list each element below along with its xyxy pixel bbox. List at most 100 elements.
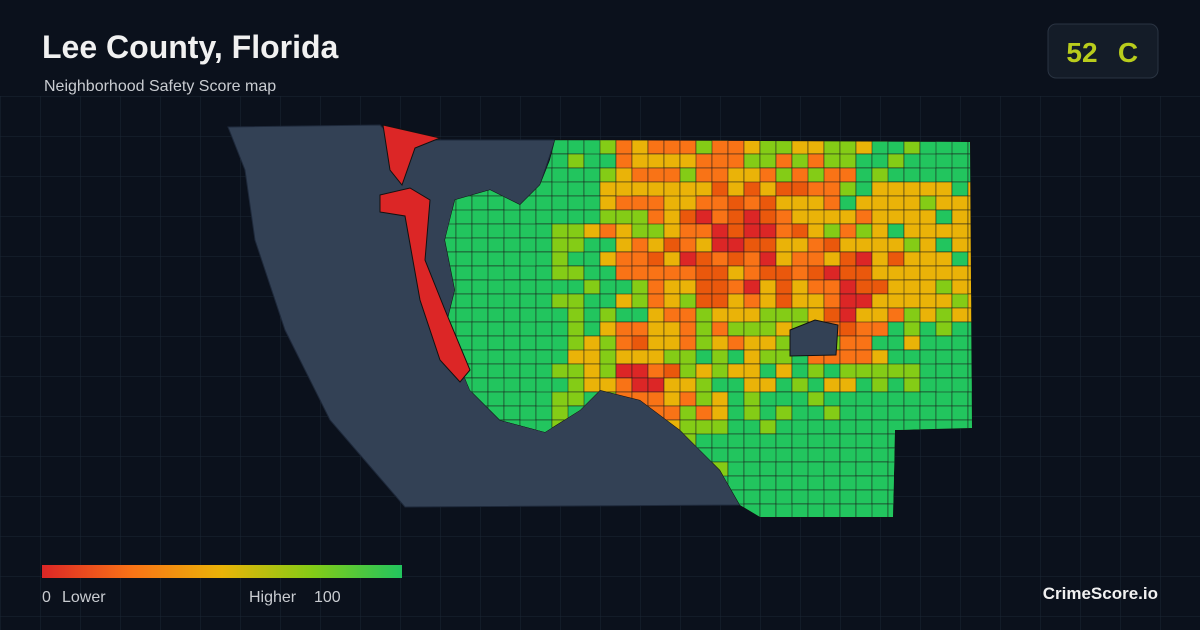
tract — [551, 195, 569, 211]
tract — [935, 195, 953, 211]
tract — [807, 223, 825, 239]
tract — [615, 167, 633, 183]
tract — [743, 461, 761, 477]
tract — [519, 279, 537, 295]
tract — [599, 335, 617, 351]
tract — [599, 237, 617, 253]
tract — [967, 349, 972, 365]
tract — [711, 321, 729, 337]
tract — [759, 195, 777, 211]
tract — [711, 195, 729, 211]
tract — [887, 251, 905, 267]
tract — [551, 237, 569, 253]
tract — [519, 293, 537, 309]
tract — [951, 391, 969, 407]
tract — [695, 181, 713, 197]
tract — [935, 307, 953, 323]
tract — [855, 447, 873, 463]
tract — [903, 265, 921, 281]
tract — [727, 349, 745, 365]
tract — [743, 195, 761, 211]
tract — [871, 363, 889, 379]
tract — [743, 447, 761, 463]
tract — [503, 265, 521, 281]
tract — [631, 335, 649, 351]
tract — [791, 237, 809, 253]
tract — [711, 167, 729, 183]
tract — [775, 167, 793, 183]
tract — [871, 405, 889, 421]
tract — [647, 140, 665, 155]
tract — [903, 377, 921, 393]
tract — [887, 140, 905, 155]
tract — [711, 405, 729, 421]
tract — [711, 223, 729, 239]
tract — [535, 237, 553, 253]
tract — [455, 321, 473, 337]
tract — [679, 391, 697, 407]
tract — [631, 140, 649, 155]
tract — [711, 140, 729, 155]
map — [227, 124, 973, 518]
tract — [839, 405, 857, 421]
tract — [935, 293, 953, 309]
tract — [951, 195, 969, 211]
tract — [615, 140, 633, 155]
tract — [903, 335, 921, 351]
tract — [919, 195, 937, 211]
tract — [855, 405, 873, 421]
tract — [631, 363, 649, 379]
tract — [647, 251, 665, 267]
tract — [679, 321, 697, 337]
tract — [615, 293, 633, 309]
tract — [535, 293, 553, 309]
tract — [727, 251, 745, 267]
tract — [775, 307, 793, 323]
tract — [679, 419, 697, 435]
tract — [935, 237, 953, 253]
tract — [759, 237, 777, 253]
tract — [855, 391, 873, 407]
tract — [775, 405, 793, 421]
tract — [935, 279, 953, 295]
tract — [839, 461, 857, 477]
score-value: 52 — [1066, 37, 1097, 68]
tract — [871, 489, 889, 505]
tract — [935, 363, 953, 379]
legend-max-label: Higher — [249, 589, 297, 606]
tract — [647, 307, 665, 323]
tract — [823, 405, 841, 421]
tract — [951, 307, 969, 323]
tract — [791, 251, 809, 267]
tract — [695, 293, 713, 309]
tract — [551, 293, 569, 309]
tract — [935, 181, 953, 197]
tract — [935, 209, 953, 225]
tract — [855, 377, 873, 393]
tract — [823, 489, 841, 505]
tract — [871, 419, 889, 435]
tract — [615, 377, 633, 393]
tract — [599, 181, 617, 197]
tract — [951, 405, 969, 421]
tract — [839, 195, 857, 211]
tract — [823, 419, 841, 435]
tract — [951, 363, 969, 379]
tract — [967, 181, 972, 197]
tract — [535, 209, 553, 225]
tract — [711, 391, 729, 407]
tract — [823, 293, 841, 309]
tract — [871, 349, 889, 365]
tract — [839, 265, 857, 281]
tract — [967, 237, 972, 253]
tract — [711, 433, 729, 449]
tract — [823, 307, 841, 323]
tract — [551, 209, 569, 225]
tract — [663, 279, 681, 295]
tract — [583, 167, 601, 183]
tract — [807, 503, 825, 517]
tract — [663, 363, 681, 379]
tract — [903, 181, 921, 197]
tract — [759, 419, 777, 435]
tract — [583, 265, 601, 281]
